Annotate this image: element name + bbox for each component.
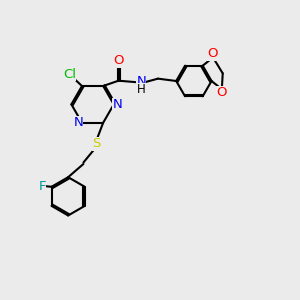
Text: F: F <box>38 180 46 193</box>
Text: N: N <box>112 98 122 111</box>
Text: Cl: Cl <box>63 68 76 81</box>
Text: O: O <box>207 47 218 60</box>
Text: H: H <box>137 83 146 96</box>
Text: N: N <box>74 116 83 129</box>
Text: N: N <box>136 75 146 88</box>
Text: O: O <box>216 86 226 99</box>
Text: S: S <box>92 137 100 150</box>
Text: O: O <box>113 55 124 68</box>
